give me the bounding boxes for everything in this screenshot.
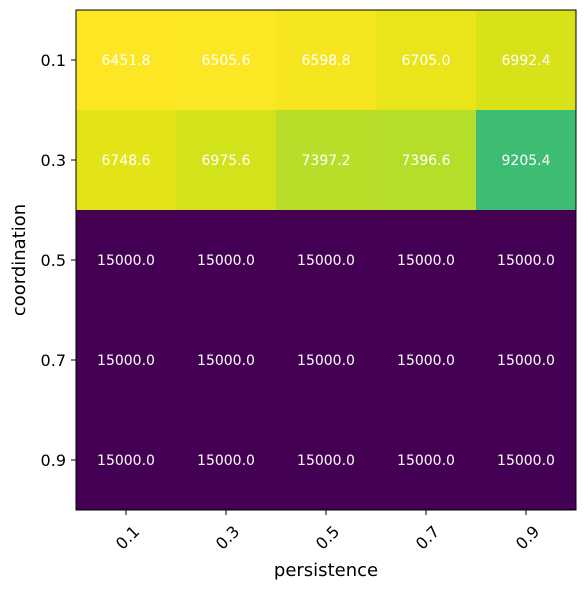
cell-value-label: 15000.0	[397, 453, 455, 469]
x-tick-label: 0.5	[312, 522, 343, 553]
heatmap-cell	[76, 210, 176, 310]
cell-value-label: 15000.0	[297, 253, 355, 269]
heatmap-cell	[76, 410, 176, 510]
heatmap-cell	[76, 10, 176, 110]
heatmap-cell	[176, 110, 276, 210]
heatmap-cells	[76, 10, 576, 510]
x-axis-ticks: 0.1 0.3 0.5 0.7 0.9	[112, 510, 543, 553]
cell-value-label: 15000.0	[397, 353, 455, 369]
heatmap-cell	[476, 410, 576, 510]
x-tick-label: 0.3	[212, 522, 243, 553]
cell-value-label: 7397.2	[302, 153, 351, 169]
cell-value-label: 15000.0	[497, 453, 555, 469]
cell-value-label: 15000.0	[97, 353, 155, 369]
cell-value-label: 6748.6	[102, 153, 151, 169]
heatmap-cell	[276, 210, 376, 310]
cell-value-label: 6992.4	[502, 53, 551, 69]
heatmap-cell	[276, 410, 376, 510]
cell-value-label: 15000.0	[297, 453, 355, 469]
heatmap-cell	[176, 410, 276, 510]
heatmap-cell	[476, 10, 576, 110]
heatmap-cell	[176, 210, 276, 310]
y-tick-label: 0.9	[41, 451, 66, 470]
cell-value-label: 6451.8	[102, 53, 151, 69]
heatmap-cell	[476, 310, 576, 410]
cell-value-label: 9205.4	[502, 153, 551, 169]
cell-value-label: 6705.0	[402, 53, 451, 69]
heatmap-cell	[276, 110, 376, 210]
heatmap-cell	[376, 210, 476, 310]
y-tick-label: 0.5	[41, 251, 66, 270]
cell-value-label: 15000.0	[397, 253, 455, 269]
heatmap-cell	[476, 210, 576, 310]
y-axis-label: coordination	[9, 204, 30, 316]
cell-value-label: 6975.6	[202, 153, 251, 169]
cell-value-label: 15000.0	[197, 453, 255, 469]
cell-value-label: 15000.0	[497, 353, 555, 369]
cell-value-label: 15000.0	[97, 453, 155, 469]
heatmap-cell	[376, 310, 476, 410]
heatmap-cell	[76, 110, 176, 210]
y-tick-label: 0.1	[41, 51, 66, 70]
x-tick-label: 0.1	[112, 522, 143, 553]
x-tick-label: 0.7	[412, 522, 443, 553]
heatmap-cell	[476, 110, 576, 210]
x-axis-label: persistence	[274, 560, 378, 581]
heatmap-cell	[376, 410, 476, 510]
cell-value-label: 15000.0	[497, 253, 555, 269]
cell-value-label: 15000.0	[297, 353, 355, 369]
cell-value-label: 7396.6	[402, 153, 451, 169]
y-tick-label: 0.3	[41, 151, 66, 170]
heatmap-cell	[376, 110, 476, 210]
cell-value-label: 15000.0	[197, 353, 255, 369]
y-tick-label: 0.7	[41, 351, 66, 370]
heatmap-cell	[176, 10, 276, 110]
heatmap-cell	[376, 10, 476, 110]
heatmap-cell	[176, 310, 276, 410]
y-axis-ticks: 0.1 0.3 0.5 0.7 0.9	[41, 51, 76, 470]
cell-value-label: 15000.0	[97, 253, 155, 269]
heatmap-cell	[76, 310, 176, 410]
heatmap-cell	[276, 10, 376, 110]
cell-value-label: 6598.8	[302, 53, 351, 69]
cell-value-label: 15000.0	[197, 253, 255, 269]
x-tick-label: 0.9	[512, 522, 543, 553]
heatmap-cell-labels: 6451.8 6505.6 6598.8 6705.0 6992.4 6748.6 6975…	[97, 53, 555, 469]
cell-value-label: 6505.6	[202, 53, 251, 69]
heatmap-cell	[276, 310, 376, 410]
